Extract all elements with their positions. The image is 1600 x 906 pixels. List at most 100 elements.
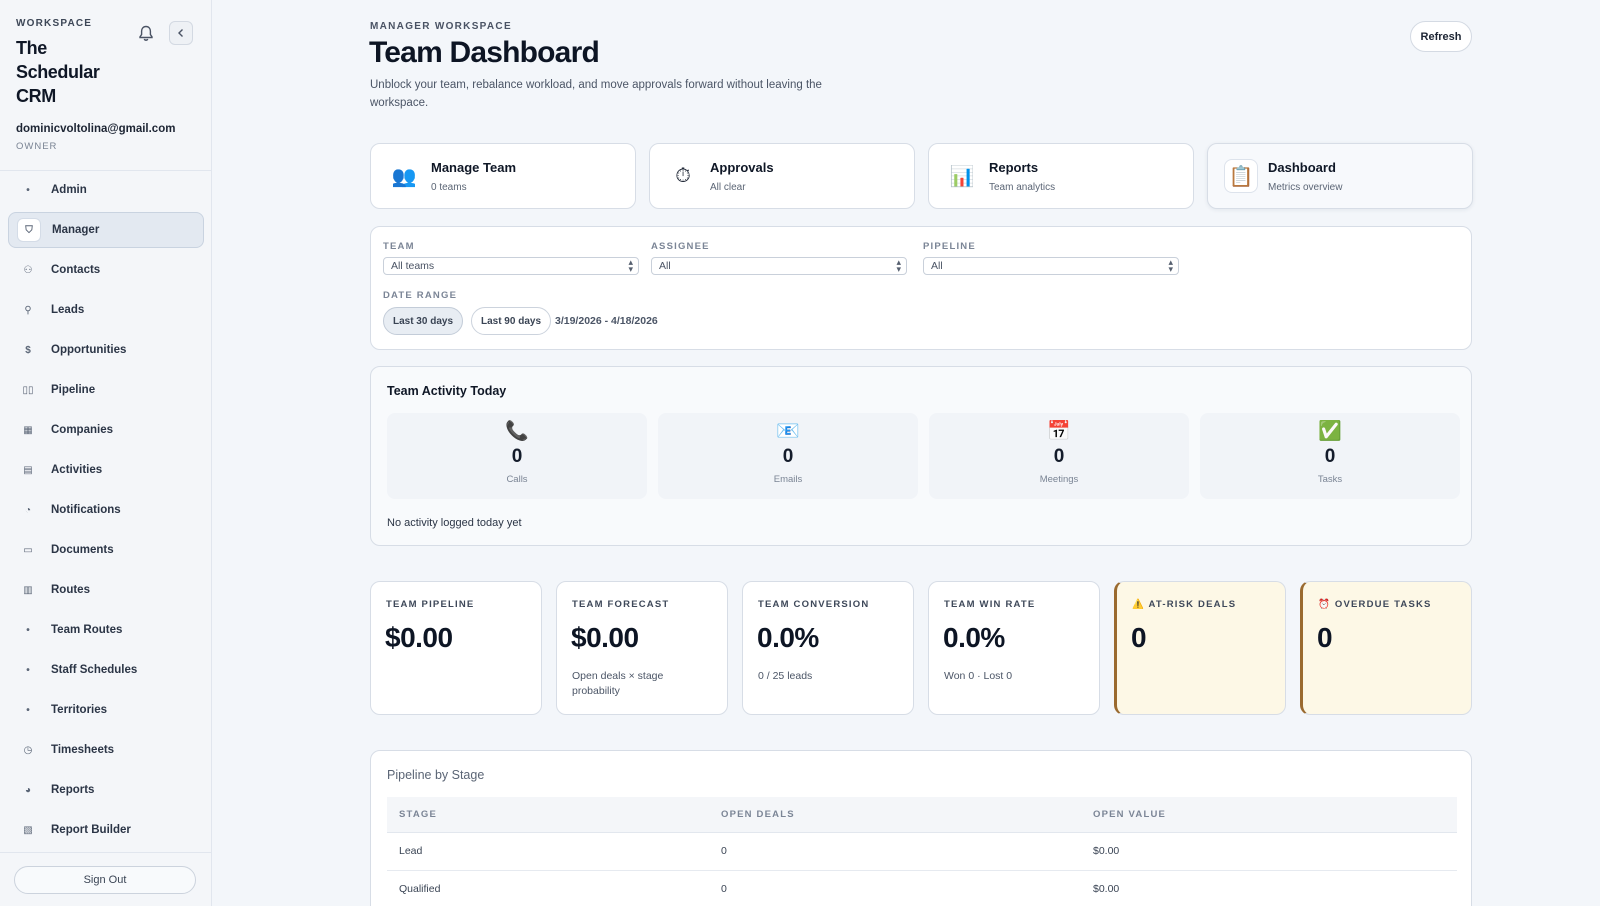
sidebar-item-opportunities[interactable]: $ Opportunities [8, 332, 204, 368]
refresh-button[interactable]: Refresh [1410, 21, 1472, 52]
team-select[interactable]: All teams ▴ ▾ [383, 257, 639, 275]
kpi-card-at-risk-deals: ⚠️ AT-RISK DEALS 0 [1114, 581, 1286, 715]
team-activity-panel: Team Activity Today 📞 0 Calls 📧 0 Emails 📅 0 Mee… [370, 366, 1472, 546]
card-subtitle: All clear [710, 181, 746, 193]
sidebar-item-reports[interactable]: ◕ Reports [8, 772, 204, 808]
card-subtitle: Team analytics [989, 181, 1056, 193]
kpi-card-team-win-rate: TEAM WIN RATE 0.0% Won 0 · Lost 0 [928, 581, 1100, 715]
sidebar-item-label: Opportunities [51, 344, 127, 356]
kpi-subtext: Won 0 · Lost 0 [944, 670, 1013, 682]
pipeline-select[interactable]: All ▴ ▾ [923, 257, 1179, 275]
sidebar-item-routes[interactable]: ▥ Routes [8, 572, 204, 608]
last-30-days-button[interactable]: Last 30 days [383, 307, 463, 335]
sidebar-item-label: Manager [52, 224, 100, 236]
sidebar-item-label: Pipeline [51, 384, 96, 396]
table-cell: 0 [709, 832, 1081, 871]
kpi-value: $0.00 [385, 622, 453, 653]
sign-out-button[interactable]: Sign Out [14, 866, 196, 894]
activity-tile-calls: 📞 0 Calls [387, 413, 647, 499]
team-filter-label: TEAM [383, 241, 415, 252]
pipeline-filter-label: PIPELINE [923, 241, 976, 252]
sidebar-item-manager[interactable]: ⛉ Manager [8, 212, 204, 248]
sidebar-item-label: Timesheets [51, 744, 115, 756]
reports-card[interactable]: 📊 Reports Team analytics [928, 143, 1194, 209]
checkbox-icon: ✅ [1318, 421, 1342, 442]
clipboard-icon: ▤ [23, 464, 33, 476]
kpi-card-team-conversion: TEAM CONVERSION 0.0% 0 / 25 leads [742, 581, 914, 715]
stopwatch-icon: ⏱ [675, 164, 691, 187]
card-title: Manage Team [431, 159, 517, 175]
assignee-select[interactable]: All ▴ ▾ [651, 257, 907, 275]
sidebar-item-label: Routes [51, 584, 90, 596]
bell-icon[interactable] [136, 23, 156, 43]
kpi-label: TEAM PIPELINE [386, 599, 475, 610]
calendar-icon: 📅 [1047, 421, 1071, 442]
kpi-value: 0.0% [757, 622, 819, 653]
manage-team-card[interactable]: 👥 Manage Team 0 teams [370, 143, 636, 209]
sidebar-item-label: Territories [51, 704, 108, 716]
sidebar-item-companies[interactable]: ▦ Companies [8, 412, 204, 448]
sidebar-item-territories[interactable]: • Territories [8, 692, 204, 728]
sidebar-item-label: Reports [51, 784, 95, 796]
last-90-days-button[interactable]: Last 90 days [471, 307, 551, 335]
sidebar-item-contacts[interactable]: ⚇ Contacts [8, 252, 204, 288]
filters-panel: TEAM All teams ▴ ▾ ASSIGNEE All ▴ ▾ PIPELI… [370, 226, 1472, 350]
chevron-up-down-icon: ▴ ▾ [628, 257, 633, 274]
activity-tile-emails: 📧 0 Emails [658, 413, 918, 499]
kpi-card-overdue-tasks: ⏰ OVERDUE TASKS 0 [1300, 581, 1472, 715]
table-cell: $0.00 [1081, 870, 1457, 906]
kpi-label: ⏰ OVERDUE TASKS [1318, 599, 1432, 610]
sidebar-item-label: Companies [51, 424, 113, 436]
activity-label: Calls [506, 474, 528, 485]
sidebar-item-team-routes[interactable]: • Team Routes [8, 612, 204, 648]
activity-count: 0 [1324, 446, 1336, 467]
kpi-value: 0 [1131, 622, 1147, 653]
page-title: Team Dashboard [369, 36, 600, 69]
sidebar-item-staff-schedules[interactable]: • Staff Schedules [8, 652, 204, 688]
chevron-up-down-icon: ▴ ▾ [896, 257, 901, 274]
activity-label: Meetings [1039, 474, 1079, 485]
collapse-sidebar-button[interactable] [169, 21, 193, 45]
kpi-card-team-pipeline: TEAM PIPELINE $0.00 [370, 581, 542, 715]
sidebar-item-leads[interactable]: ⚲ Leads [8, 292, 204, 328]
activity-count: 0 [511, 446, 523, 467]
approvals-card[interactable]: ⏱ Approvals All clear [649, 143, 915, 209]
card-text: Manage Team 0 teams [431, 160, 516, 193]
dot-icon: • [26, 664, 30, 676]
envelope-icon: 📧 [776, 421, 800, 442]
dot-icon: • [26, 184, 30, 196]
activity-count: 0 [1053, 446, 1065, 467]
kpi-label: ⚠️ AT-RISK DEALS [1132, 599, 1237, 610]
sidebar-item-notifications[interactable]: ◔ Notifications [8, 492, 204, 528]
dashboard-card[interactable]: 📋 Dashboard Metrics overview [1207, 143, 1473, 209]
sidebar-item-report-builder[interactable]: ▧ Report Builder [8, 812, 204, 848]
workspace-name: The Schedular CRM [16, 38, 100, 106]
sidebar-nav: • Admin ⛉ Manager ⚇ Contacts ⚲ Leads $ Opportunit… [8, 172, 204, 852]
people-icon: ⚇ [23, 264, 33, 276]
sidebar-item-activities[interactable]: ▤ Activities [8, 452, 204, 488]
team-select-value: All teams [391, 260, 435, 272]
kpi-value: 0 [1317, 622, 1333, 653]
activity-empty-message: No activity logged today yet [387, 517, 522, 529]
sidebar-item-pipeline[interactable]: ▯▯ Pipeline [8, 372, 204, 408]
sidebar-item-label: Admin [51, 184, 87, 196]
column-header: OPEN DEALS [709, 797, 1081, 833]
pipeline-select-value: All [931, 260, 943, 272]
sidebar-item-documents[interactable]: ▭ Documents [8, 532, 204, 568]
table-cell: Lead [387, 832, 709, 871]
sidebar-item-label: Staff Schedules [51, 664, 138, 676]
kpi-label: TEAM CONVERSION [758, 599, 870, 610]
building-icon: ▦ [23, 424, 33, 436]
activity-title: Team Activity Today [387, 384, 507, 398]
divider [0, 170, 212, 171]
pipeline-table: STAGE OPEN DEALS OPEN VALUE Lead 0 $0.00 Qu… [387, 797, 1457, 906]
activity-label: Emails [773, 474, 803, 485]
pipeline-by-stage-panel: Pipeline by Stage STAGE OPEN DEALS OPEN … [370, 750, 1472, 906]
sidebar-item-admin[interactable]: • Admin [8, 172, 204, 208]
kpi-label: TEAM FORECAST [572, 599, 670, 610]
kpi-value: $0.00 [571, 622, 639, 653]
card-title: Reports [989, 159, 1039, 175]
activity-tile-tasks: ✅ 0 Tasks [1200, 413, 1460, 499]
sidebar-item-timesheets[interactable]: ◷ Timesheets [8, 732, 204, 768]
table-row: Qualified 0 $0.00 [387, 870, 1457, 906]
